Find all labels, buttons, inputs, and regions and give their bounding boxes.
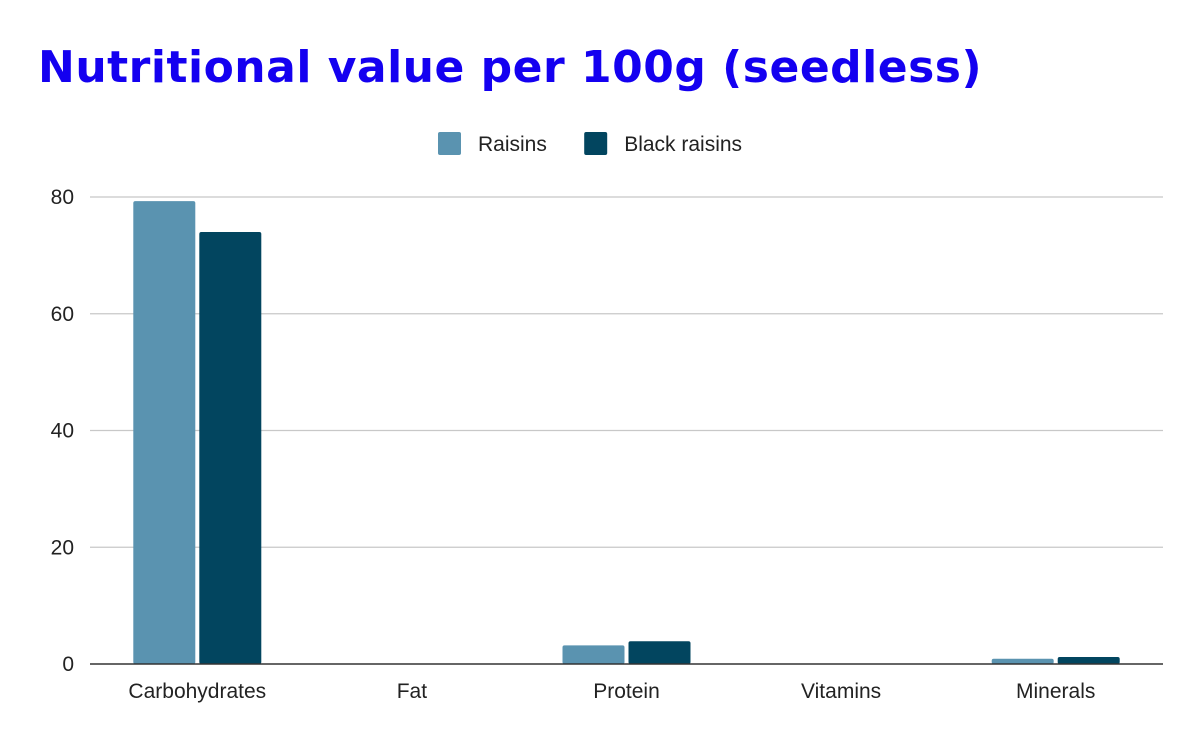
chart-title: Nutritional value per 100g (seedless) [38,42,983,93]
bar-protein-black-raisins [628,641,691,664]
bars [133,201,1120,664]
x-category-label: Carbohydrates [128,680,266,703]
bar-carbohydrates-black-raisins [199,232,262,664]
y-tick-label: 0 [62,653,74,676]
x-category-label: Minerals [1016,680,1095,703]
y-tick-label: 40 [51,420,74,443]
y-axis-ticks: 0 20 40 60 80 [51,186,74,676]
bar-carbohydrates-raisins [133,201,196,664]
bar-minerals-black-raisins [1057,656,1120,664]
x-category-label: Protein [593,680,660,703]
x-category-label: Vitamins [801,680,881,703]
bar-protein-raisins [562,645,625,664]
legend-swatch [584,132,608,155]
x-axis-labels: Carbohydrates Fat Protein Vitamins Minerals [128,680,1095,703]
legend-label: Raisins [478,133,547,156]
gridlines [90,196,1163,548]
bar-minerals-raisins [991,658,1054,664]
y-tick-label: 60 [51,303,74,326]
y-tick-label: 20 [51,536,74,559]
x-category-label: Fat [397,680,428,703]
legend-swatch [438,132,461,155]
legend: Raisins Black raisins [438,132,742,156]
legend-label: Black raisins [624,133,742,156]
y-tick-label: 80 [51,186,74,209]
